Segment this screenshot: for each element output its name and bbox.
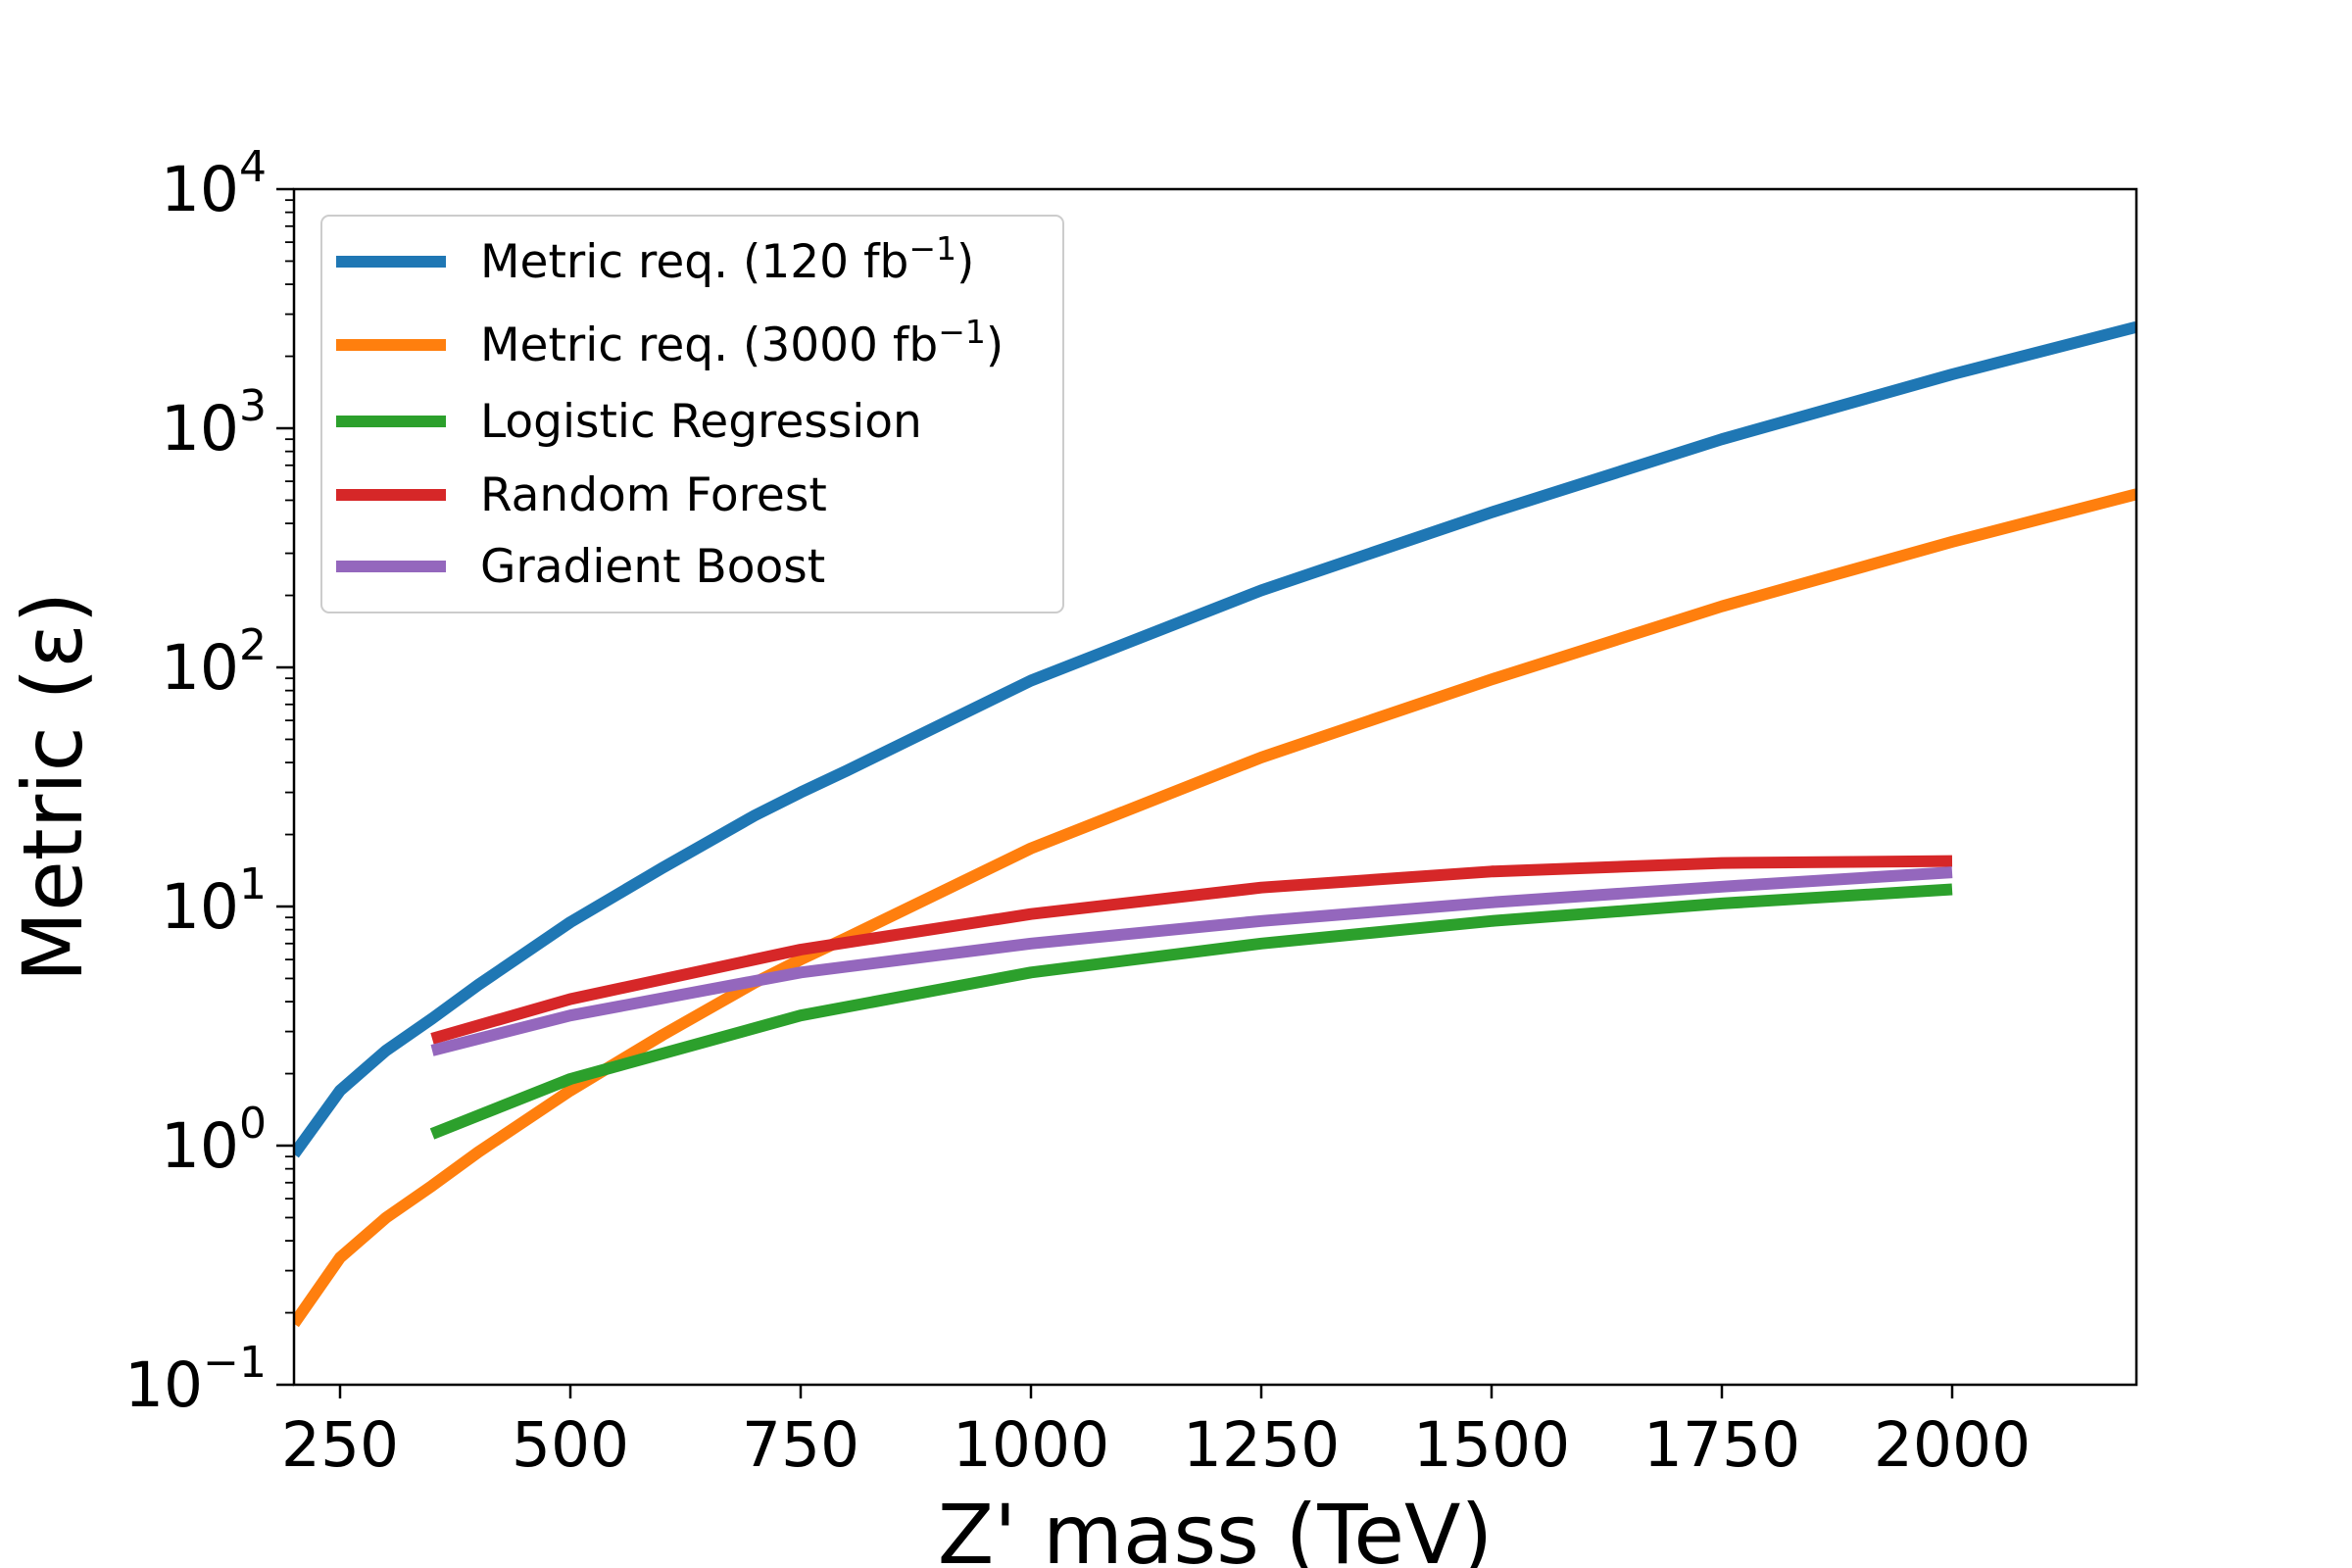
x-axis-label: Z' mass (TeV) [938,1487,1494,1568]
x-tick-label: 750 [742,1409,859,1481]
y-tick-label: 101 [161,859,267,943]
x-tick-label: 1750 [1643,1409,1800,1481]
series-line-0 [294,320,2136,1158]
x-tick-label: 2000 [1874,1409,2031,1481]
legend-label-4: Gradient Boost [480,540,825,594]
series-line-3 [430,855,1953,1045]
legend: Metric req. (120 fb−1) Metric req. (3000 … [320,215,1064,613]
y-tick-label: 100 [161,1099,267,1182]
y-tick-label: 102 [161,620,267,704]
y-tick-label: 10−1 [124,1338,267,1421]
legend-label-1: Metric req. (3000 fb−1) [480,313,1004,372]
x-tick-label: 500 [512,1409,629,1481]
series-layer [294,320,2136,1328]
series-line-4 [430,866,1953,1056]
y-axis-label: Metric (ε) [5,592,101,983]
series-line-2 [429,883,1953,1140]
x-tick-label: 250 [281,1409,399,1481]
legend-label-0: Metric req. (120 fb−1) [480,229,974,289]
legend-label-2: Logistic Regression [480,395,922,449]
y-tick-label: 103 [161,381,267,465]
y-tick-label: 104 [161,142,267,225]
legend-label-3: Random Forest [480,468,827,522]
legend-frame [320,215,1064,613]
plot-frame [292,187,2138,1387]
y-axis: 10−1 100 101 102 103 104 [124,142,294,1421]
x-tick-label: 1000 [953,1409,1109,1481]
x-axis: 250 500 750 1000 1250 1500 1750 2000 [281,1385,2031,1481]
x-tick-label: 1250 [1183,1409,1340,1481]
series-line-1 [294,488,2136,1328]
x-tick-label: 1500 [1413,1409,1570,1481]
